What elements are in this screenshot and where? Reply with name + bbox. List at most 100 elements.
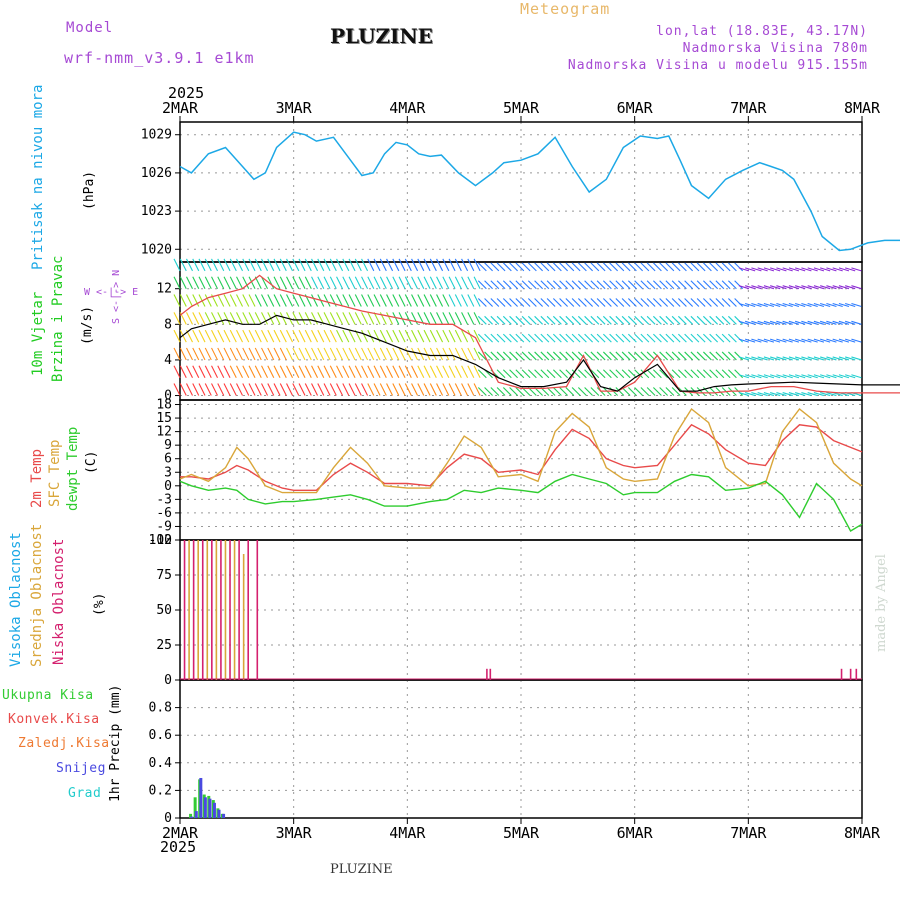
- wind-barb: [690, 298, 700, 307]
- wind-barb: [845, 302, 856, 308]
- wind-barb: [734, 262, 744, 272]
- wind-barb: [807, 320, 818, 325]
- y-tick-label: -12: [149, 533, 172, 548]
- wind-barb: [423, 365, 431, 378]
- wind-barb: [329, 276, 337, 289]
- wind-barb: [744, 302, 756, 308]
- wind-barb: [584, 298, 593, 307]
- wind-barb: [709, 351, 719, 361]
- wind-barb: [534, 369, 543, 379]
- wind-barb: [236, 365, 244, 378]
- wind-barb: [627, 387, 637, 396]
- wind-barb: [703, 351, 712, 361]
- wind-barb: [436, 312, 444, 325]
- x-tick-label-bottom: 7MAR: [730, 824, 767, 842]
- wind-barb: [292, 294, 300, 307]
- wind-barb: [832, 338, 843, 343]
- wind-barb: [354, 365, 362, 378]
- wind-barb: [336, 347, 344, 361]
- wind-barb: [757, 320, 768, 325]
- wind-barb: [386, 383, 394, 396]
- wind-barb: [198, 365, 206, 378]
- wind-barb: [584, 387, 593, 396]
- y-tick-label: -3: [156, 492, 172, 507]
- wind-barb: [634, 298, 644, 307]
- wind-barb: [317, 365, 325, 378]
- wind-barb: [703, 280, 712, 290]
- y-tick-label: 3: [164, 465, 172, 480]
- wind-barb: [521, 280, 531, 290]
- panel-frame-wind: [179, 261, 863, 401]
- wind-barb: [634, 351, 644, 361]
- wind-barb: [832, 267, 843, 272]
- wind-barb: [807, 285, 818, 290]
- wind-barb: [534, 333, 543, 343]
- wind-barb: [192, 276, 200, 289]
- wind-barb: [223, 329, 231, 343]
- wind-barb: [552, 280, 562, 290]
- wind-barb: [286, 276, 294, 289]
- wind-barb: [515, 333, 525, 343]
- wind-barb: [757, 267, 768, 272]
- wind-barb: [496, 351, 506, 361]
- wind-barb: [311, 383, 319, 396]
- wind-barb: [204, 276, 212, 289]
- wind-barb: [596, 262, 606, 272]
- wind-barb: [515, 387, 525, 396]
- wind-barb: [429, 383, 437, 396]
- wind-barb: [609, 333, 619, 343]
- wind-barb: [236, 294, 244, 307]
- wind-barb: [684, 280, 694, 290]
- wind-barb: [627, 315, 637, 325]
- wind-barb: [763, 356, 775, 361]
- wind-barb: [392, 347, 400, 361]
- wind-barb: [602, 333, 612, 343]
- wind-barb: [467, 347, 475, 361]
- wind-barb: [173, 347, 181, 361]
- y-tick-label: 0: [164, 389, 172, 404]
- wind-barb: [311, 276, 319, 289]
- wind-barb: [279, 347, 287, 361]
- legend-freezing-rain: Zaledj.Kisa: [18, 736, 110, 751]
- wind-barb: [186, 365, 193, 378]
- wind-barb: [198, 312, 206, 325]
- y-tick-label: 1023: [141, 204, 172, 219]
- wind-barb: [782, 320, 793, 325]
- wind-barb: [728, 333, 737, 343]
- wind-barb: [709, 280, 719, 290]
- wind-barb: [454, 312, 462, 325]
- wind-barb: [398, 294, 406, 307]
- wind-barb: [782, 302, 793, 308]
- wind-barb: [565, 298, 575, 307]
- wind-barb: [173, 258, 181, 272]
- wind-barb: [311, 294, 319, 307]
- wind-barb: [354, 258, 362, 272]
- wind-barb: [527, 369, 537, 379]
- wind-barb: [671, 280, 681, 290]
- wind-barb: [546, 262, 556, 272]
- wind-barb: [186, 258, 193, 272]
- wind-barb: [677, 315, 687, 325]
- wind-barb: [454, 258, 462, 272]
- wind-barb: [801, 320, 812, 325]
- wind-barb: [838, 338, 850, 343]
- wind-barb: [659, 351, 669, 361]
- wind-barb: [577, 333, 587, 343]
- wind-barb: [807, 302, 818, 308]
- wind-barb: [546, 298, 556, 307]
- wind-barb: [236, 258, 244, 272]
- precip-bar: [189, 813, 193, 818]
- wind-barb: [198, 383, 206, 396]
- y-tick-label: 0.2: [149, 783, 172, 798]
- wind-barb: [652, 315, 662, 325]
- x-tick-label-bottom: 8MAR: [844, 824, 881, 842]
- model-altitude: Nadmorska Visina u modelu 915.155m: [567, 58, 868, 73]
- wind-barb: [546, 369, 556, 379]
- wind-barb: [788, 374, 800, 379]
- wind-barb: [286, 383, 294, 396]
- wind-barb: [627, 298, 637, 307]
- wind-barb: [223, 258, 231, 272]
- wind-barb: [242, 347, 250, 361]
- wind-barb: [763, 392, 775, 397]
- wind-barb: [690, 262, 700, 272]
